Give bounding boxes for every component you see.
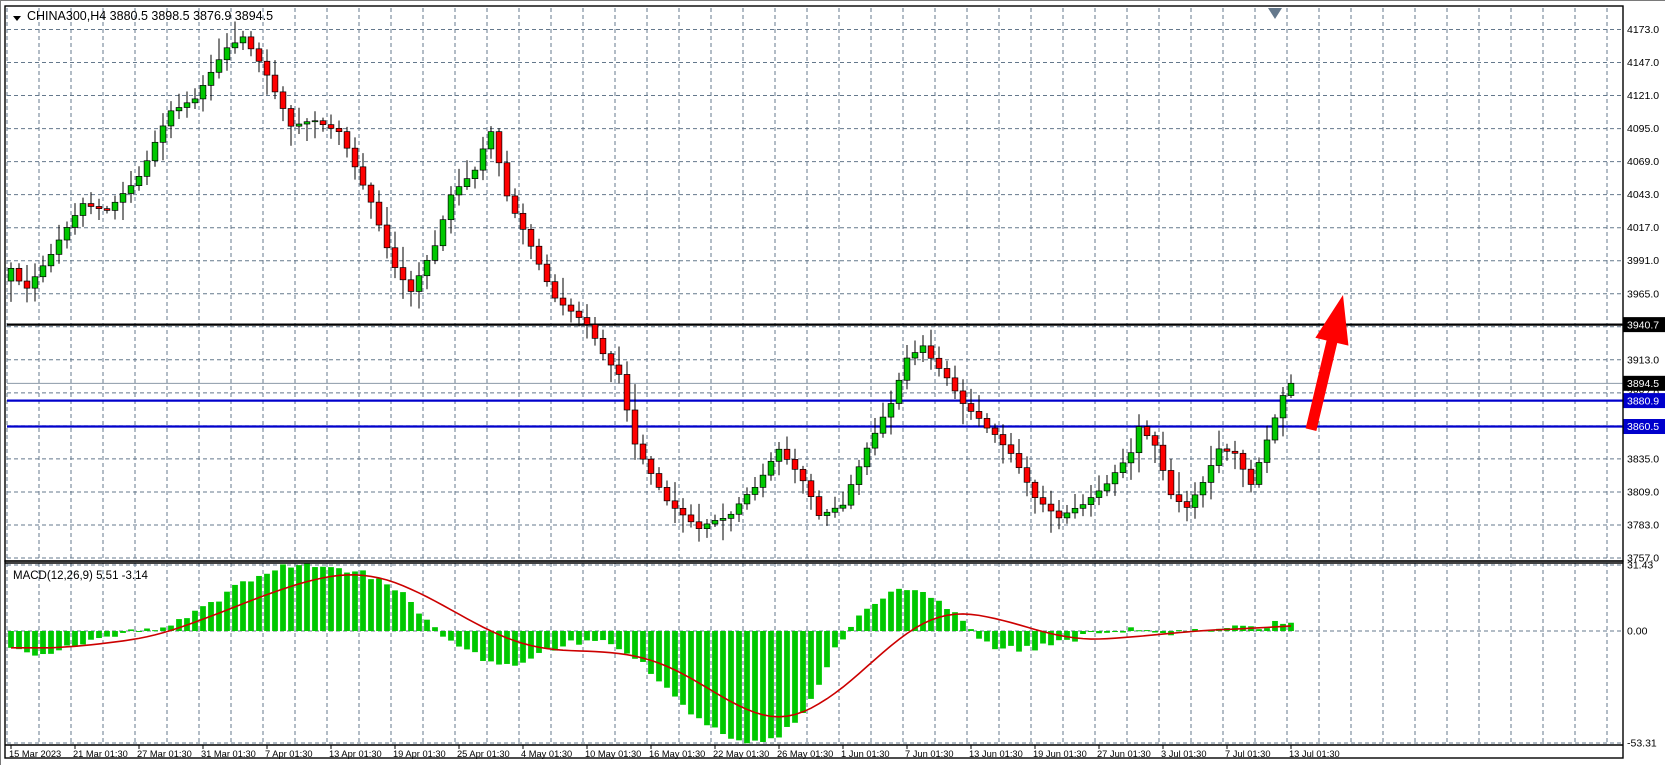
- svg-text:13 Jul 01:30: 13 Jul 01:30: [1289, 749, 1340, 759]
- svg-text:3835.0: 3835.0: [1627, 453, 1659, 465]
- svg-text:3940.7: 3940.7: [1627, 319, 1659, 331]
- svg-text:3 Jul 01:30: 3 Jul 01:30: [1161, 749, 1207, 759]
- svg-text:10 May 01:30: 10 May 01:30: [585, 749, 641, 759]
- svg-text:4147.0: 4147.0: [1627, 57, 1659, 69]
- svg-text:26 May 01:30: 26 May 01:30: [777, 749, 833, 759]
- svg-text:22 May 01:30: 22 May 01:30: [713, 749, 769, 759]
- svg-text:19 Jun 01:30: 19 Jun 01:30: [1033, 749, 1087, 759]
- svg-text:4043.0: 4043.0: [1627, 189, 1659, 201]
- svg-text:27 Jun 01:30: 27 Jun 01:30: [1097, 749, 1151, 759]
- svg-text:3809.0: 3809.0: [1627, 486, 1659, 498]
- svg-text:1 Jun 01:30: 1 Jun 01:30: [841, 749, 890, 759]
- svg-text:13 Jun 01:30: 13 Jun 01:30: [969, 749, 1023, 759]
- svg-text:MACD(12,26,9) 5.51 -3.14: MACD(12,26,9) 5.51 -3.14: [13, 570, 148, 582]
- svg-text:31 Mar 01:30: 31 Mar 01:30: [201, 749, 256, 759]
- svg-text:7 Apr 01:30: 7 Apr 01:30: [265, 749, 313, 759]
- svg-text:13 Apr 01:30: 13 Apr 01:30: [329, 749, 382, 759]
- svg-text:16 May 01:30: 16 May 01:30: [649, 749, 705, 759]
- svg-text:4017.0: 4017.0: [1627, 222, 1659, 234]
- svg-text:3860.5: 3860.5: [1627, 421, 1659, 433]
- svg-text:3894.5: 3894.5: [1627, 378, 1659, 390]
- svg-text:31.43: 31.43: [1627, 560, 1653, 572]
- svg-text:19 Apr 01:30: 19 Apr 01:30: [393, 749, 446, 759]
- svg-text:0.00: 0.00: [1627, 626, 1648, 638]
- svg-text:21 Mar 01:30: 21 Mar 01:30: [73, 749, 128, 759]
- svg-text:15 Mar 2023: 15 Mar 2023: [9, 749, 61, 759]
- svg-text:7 Jul 01:30: 7 Jul 01:30: [1225, 749, 1271, 759]
- svg-text:4121.0: 4121.0: [1627, 90, 1659, 102]
- svg-text:4173.0: 4173.0: [1627, 24, 1659, 36]
- svg-text:CHINA300,H4 3880.5 3898.5 387: CHINA300,H4 3880.5 3898.5 3876.9 3894.5: [27, 9, 273, 23]
- svg-text:25 Apr 01:30: 25 Apr 01:30: [457, 749, 510, 759]
- svg-text:-53.31: -53.31: [1627, 738, 1657, 750]
- svg-text:3913.0: 3913.0: [1627, 354, 1659, 366]
- svg-text:7 Jun 01:30: 7 Jun 01:30: [905, 749, 954, 759]
- svg-text:4069.0: 4069.0: [1627, 156, 1659, 168]
- svg-text:4 May 01:30: 4 May 01:30: [521, 749, 572, 759]
- svg-text:3991.0: 3991.0: [1627, 255, 1659, 267]
- svg-text:4095.0: 4095.0: [1627, 123, 1659, 135]
- svg-text:3783.0: 3783.0: [1627, 519, 1659, 531]
- svg-text:3965.0: 3965.0: [1627, 288, 1659, 300]
- svg-text:3880.9: 3880.9: [1627, 395, 1659, 407]
- svg-text:27 Mar 01:30: 27 Mar 01:30: [137, 749, 192, 759]
